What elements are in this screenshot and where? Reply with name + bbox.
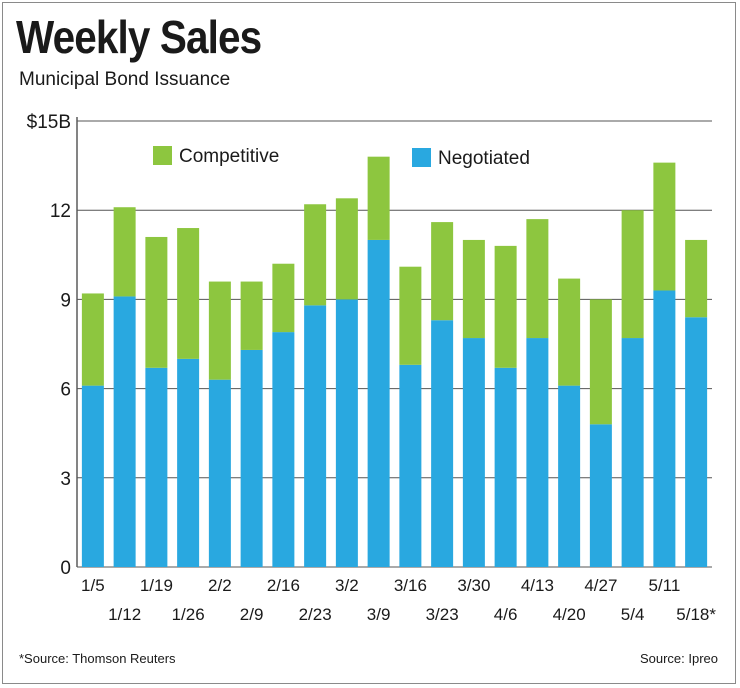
bar-competitive xyxy=(431,222,454,321)
bar-negotiated xyxy=(685,317,708,567)
bar-competitive xyxy=(177,228,200,359)
x-tick-label: 4/20 xyxy=(553,605,586,624)
legend-swatch-negotiated xyxy=(412,148,431,167)
source-note-right: Source: Ipreo xyxy=(639,651,718,666)
bar-negotiated xyxy=(177,358,200,567)
x-tick-label: 5/11 xyxy=(648,576,680,595)
y-tick-label: 12 xyxy=(50,201,71,222)
bar-negotiated xyxy=(335,299,358,567)
bar-negotiated xyxy=(462,338,485,567)
x-tick-label: 5/4 xyxy=(621,605,645,624)
bar-competitive xyxy=(304,204,327,306)
x-tick-label: 5/18* xyxy=(676,605,716,624)
bar-competitive xyxy=(335,198,358,300)
bar-negotiated xyxy=(240,349,263,567)
x-tick-label: 4/27 xyxy=(584,576,617,595)
x-tick-label: 2/16 xyxy=(267,576,300,595)
x-tick-label: 2/9 xyxy=(240,605,264,624)
x-tick-label: 4/6 xyxy=(494,605,518,624)
x-tick-label: 1/12 xyxy=(108,605,141,624)
bar-competitive xyxy=(589,299,612,425)
bar-competitive xyxy=(653,162,676,291)
x-tick-label: 3/30 xyxy=(457,576,490,595)
bar-negotiated xyxy=(272,332,295,567)
bar-negotiated xyxy=(304,305,327,567)
x-tick-label: 1/19 xyxy=(140,576,173,595)
legend-label-negotiated: Negotiated xyxy=(438,148,530,169)
x-tick-label: 4/13 xyxy=(521,576,554,595)
bar-negotiated xyxy=(621,338,644,567)
x-tick-label: 3/23 xyxy=(426,605,459,624)
bar-negotiated xyxy=(431,320,454,567)
bar-competitive xyxy=(367,156,390,240)
x-tick-label: 1/5 xyxy=(81,576,105,595)
x-tick-label: 3/2 xyxy=(335,576,359,595)
bar-negotiated xyxy=(81,385,104,567)
chart-subtitle: Municipal Bond Issuance xyxy=(19,69,231,90)
bar-competitive xyxy=(240,281,263,350)
bar-negotiated xyxy=(113,296,136,567)
x-tick-label: 2/23 xyxy=(299,605,332,624)
x-tick-label: 3/9 xyxy=(367,605,391,624)
bar-competitive xyxy=(113,207,136,297)
x-tick-label: 2/2 xyxy=(208,576,232,595)
y-tick-label: 6 xyxy=(60,380,71,401)
bar-competitive xyxy=(685,239,708,318)
bar-competitive xyxy=(621,210,644,339)
bar-negotiated xyxy=(145,367,168,567)
bar-negotiated xyxy=(208,379,231,567)
bar-competitive xyxy=(462,239,485,339)
y-tick-label: $15B xyxy=(27,112,71,133)
x-tick-label: 1/26 xyxy=(172,605,205,624)
y-tick-label: 0 xyxy=(60,558,71,579)
bar-competitive xyxy=(494,245,517,368)
source-note-left: *Source: Thomson Reuters xyxy=(19,651,176,666)
bar-negotiated xyxy=(367,239,390,567)
bar-competitive xyxy=(272,263,295,333)
bar-negotiated xyxy=(558,385,581,567)
bar-competitive xyxy=(208,281,231,380)
bar-negotiated xyxy=(653,290,676,567)
y-tick-label: 9 xyxy=(60,290,71,311)
legend-label-competitive: Competitive xyxy=(179,146,279,167)
bar-competitive xyxy=(81,293,104,386)
x-tick-label: 3/16 xyxy=(394,576,427,595)
bar-negotiated xyxy=(526,338,549,567)
legend-swatch-competitive xyxy=(153,146,172,165)
bar-competitive xyxy=(399,266,422,365)
y-tick-label: 3 xyxy=(60,469,71,490)
bar-negotiated xyxy=(494,367,517,567)
chart-title: Weekly Sales xyxy=(16,11,262,63)
bar-negotiated xyxy=(589,424,612,567)
bar-negotiated xyxy=(399,364,422,567)
bar-competitive xyxy=(526,219,549,339)
bar-competitive xyxy=(558,278,581,386)
bar-competitive xyxy=(145,236,168,368)
